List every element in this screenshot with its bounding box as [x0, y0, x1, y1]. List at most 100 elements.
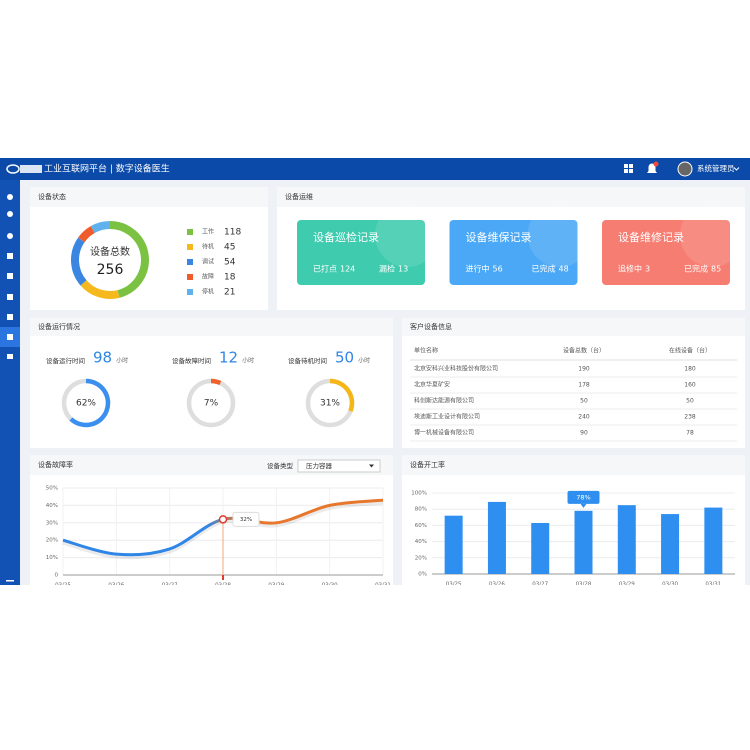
donut-segment — [71, 237, 87, 286]
metric-unit: 小时 — [116, 357, 128, 365]
y-tick-label: 40% — [415, 539, 427, 545]
x-tick-label: 03/27 — [162, 583, 178, 589]
y-tick-label: 60% — [415, 523, 427, 529]
top-bar — [0, 158, 750, 180]
filter-select[interactable] — [297, 459, 381, 473]
x-tick-label: 03/31 — [375, 583, 391, 589]
card-stat-value: 124 — [340, 265, 355, 274]
x-tick-label: 03/31 — [705, 582, 721, 588]
card-stat-value: 48 — [559, 265, 569, 274]
legend-value: 118 — [224, 228, 241, 238]
bar — [531, 522, 550, 574]
focus-tick — [222, 575, 224, 580]
ops-card[interactable] — [297, 220, 425, 285]
card-decor — [375, 203, 439, 267]
card-stat-value: 56 — [493, 265, 503, 274]
tooltip-arrow — [580, 503, 587, 508]
card-stat-label: 已打点 — [313, 264, 337, 274]
apps-icon[interactable] — [624, 164, 633, 173]
table-cell: 180 — [684, 366, 696, 373]
legend-name: 故障 — [202, 273, 214, 281]
donut-center-label: 设备总数 — [90, 245, 130, 258]
tooltip-label: 78% — [576, 493, 590, 501]
table-cell: 埃迪斯工业设计有限公司 — [414, 413, 480, 421]
y-tick-label: 10% — [46, 555, 58, 561]
bar — [704, 507, 723, 574]
card-title: 设备维保记录 — [466, 230, 532, 244]
legend-name: 工作 — [202, 228, 214, 236]
table-cell: 238 — [684, 414, 696, 421]
ring-progress — [69, 378, 111, 428]
sidebar-icons[interactable] — [6, 194, 14, 582]
table-cell: 90 — [580, 430, 588, 437]
metric-value: 98 — [93, 349, 112, 367]
legend-value: 21 — [224, 288, 235, 298]
metric-value: 12 — [219, 349, 238, 367]
filter-label: 设备类型 — [267, 461, 294, 470]
card-title: 设备巡检记录 — [313, 230, 379, 244]
y-tick-label: 0 — [55, 573, 59, 579]
panel-title: 客户设备信息 — [410, 322, 452, 331]
x-tick-label: 03/27 — [532, 582, 548, 588]
caret — [733, 167, 740, 171]
bar — [617, 505, 636, 574]
panel-title: 设备运行情况 — [38, 322, 80, 331]
table-header: 单位名称 — [414, 347, 438, 355]
ring-progress — [329, 378, 355, 412]
metric-label: 设备运行时间 — [46, 356, 85, 365]
x-tick-label: 03/29 — [268, 583, 284, 589]
y-tick-label: 0% — [418, 572, 427, 578]
bar — [444, 515, 463, 574]
table-cell: 博一机械设备有限公司 — [414, 429, 474, 437]
bar — [487, 501, 506, 574]
metric-value: 50 — [335, 349, 354, 367]
legend-swatch — [187, 229, 193, 235]
ring-label: 31% — [320, 399, 340, 409]
x-tick-label: 03/30 — [662, 582, 678, 588]
metric-unit: 小时 — [242, 357, 254, 365]
donut-segment — [78, 226, 95, 243]
legend-name: 调试 — [202, 258, 214, 266]
badge — [653, 161, 659, 167]
bar — [661, 514, 680, 574]
panel-title: 设备运维 — [285, 192, 313, 201]
panel-title: 设备开工率 — [410, 460, 445, 469]
select-caret — [369, 464, 374, 468]
table-cell: 240 — [578, 414, 590, 421]
donut-segment — [80, 280, 120, 299]
legend-name: 停机 — [202, 288, 214, 296]
metric-label: 设备待机时间 — [288, 356, 327, 365]
panel-title: 设备故障率 — [38, 460, 73, 469]
panel-title: 设备状态 — [38, 192, 66, 201]
card-stat-label: 已完成 — [532, 264, 556, 274]
user-name[interactable]: 系统管理员 — [697, 163, 735, 173]
table-cell: 科创斯达能源有限公司 — [414, 397, 474, 405]
card-stat-value: 3 — [645, 265, 650, 274]
chart-utilization: 0% 20% 40% 60% 80% 100% 03/25 03/26 03/27 03/28 78… — [411, 491, 735, 588]
y-tick-label: 100% — [411, 491, 427, 497]
card-decor — [680, 203, 744, 267]
y-tick-label: 40% — [46, 503, 58, 509]
ops-card[interactable] — [449, 220, 578, 285]
donut-segment — [90, 221, 111, 234]
card-decor — [527, 203, 592, 267]
donut-segment — [109, 221, 149, 298]
legend-value: 18 — [224, 273, 236, 283]
y-tick-label: 20% — [415, 555, 427, 561]
table-header: 设备总数（台） — [563, 347, 605, 355]
donut-total: 256 — [97, 262, 124, 278]
ops-card[interactable] — [602, 220, 730, 285]
y-tick-label: 50% — [46, 486, 58, 492]
logo[interactable] — [6, 164, 42, 174]
y-tick-label: 20% — [46, 538, 58, 544]
x-tick-label: 03/25 — [55, 583, 71, 589]
avatar[interactable] — [677, 161, 693, 177]
x-tick-label: 03/26 — [108, 583, 124, 589]
x-tick-label: 03/25 — [446, 582, 462, 588]
card-stat-label: 漏检 — [379, 264, 395, 274]
ring-label: 7% — [204, 399, 219, 409]
legend-value: 45 — [224, 243, 235, 253]
filter-value[interactable]: 压力容器 — [306, 461, 333, 470]
sidebar — [0, 180, 20, 585]
